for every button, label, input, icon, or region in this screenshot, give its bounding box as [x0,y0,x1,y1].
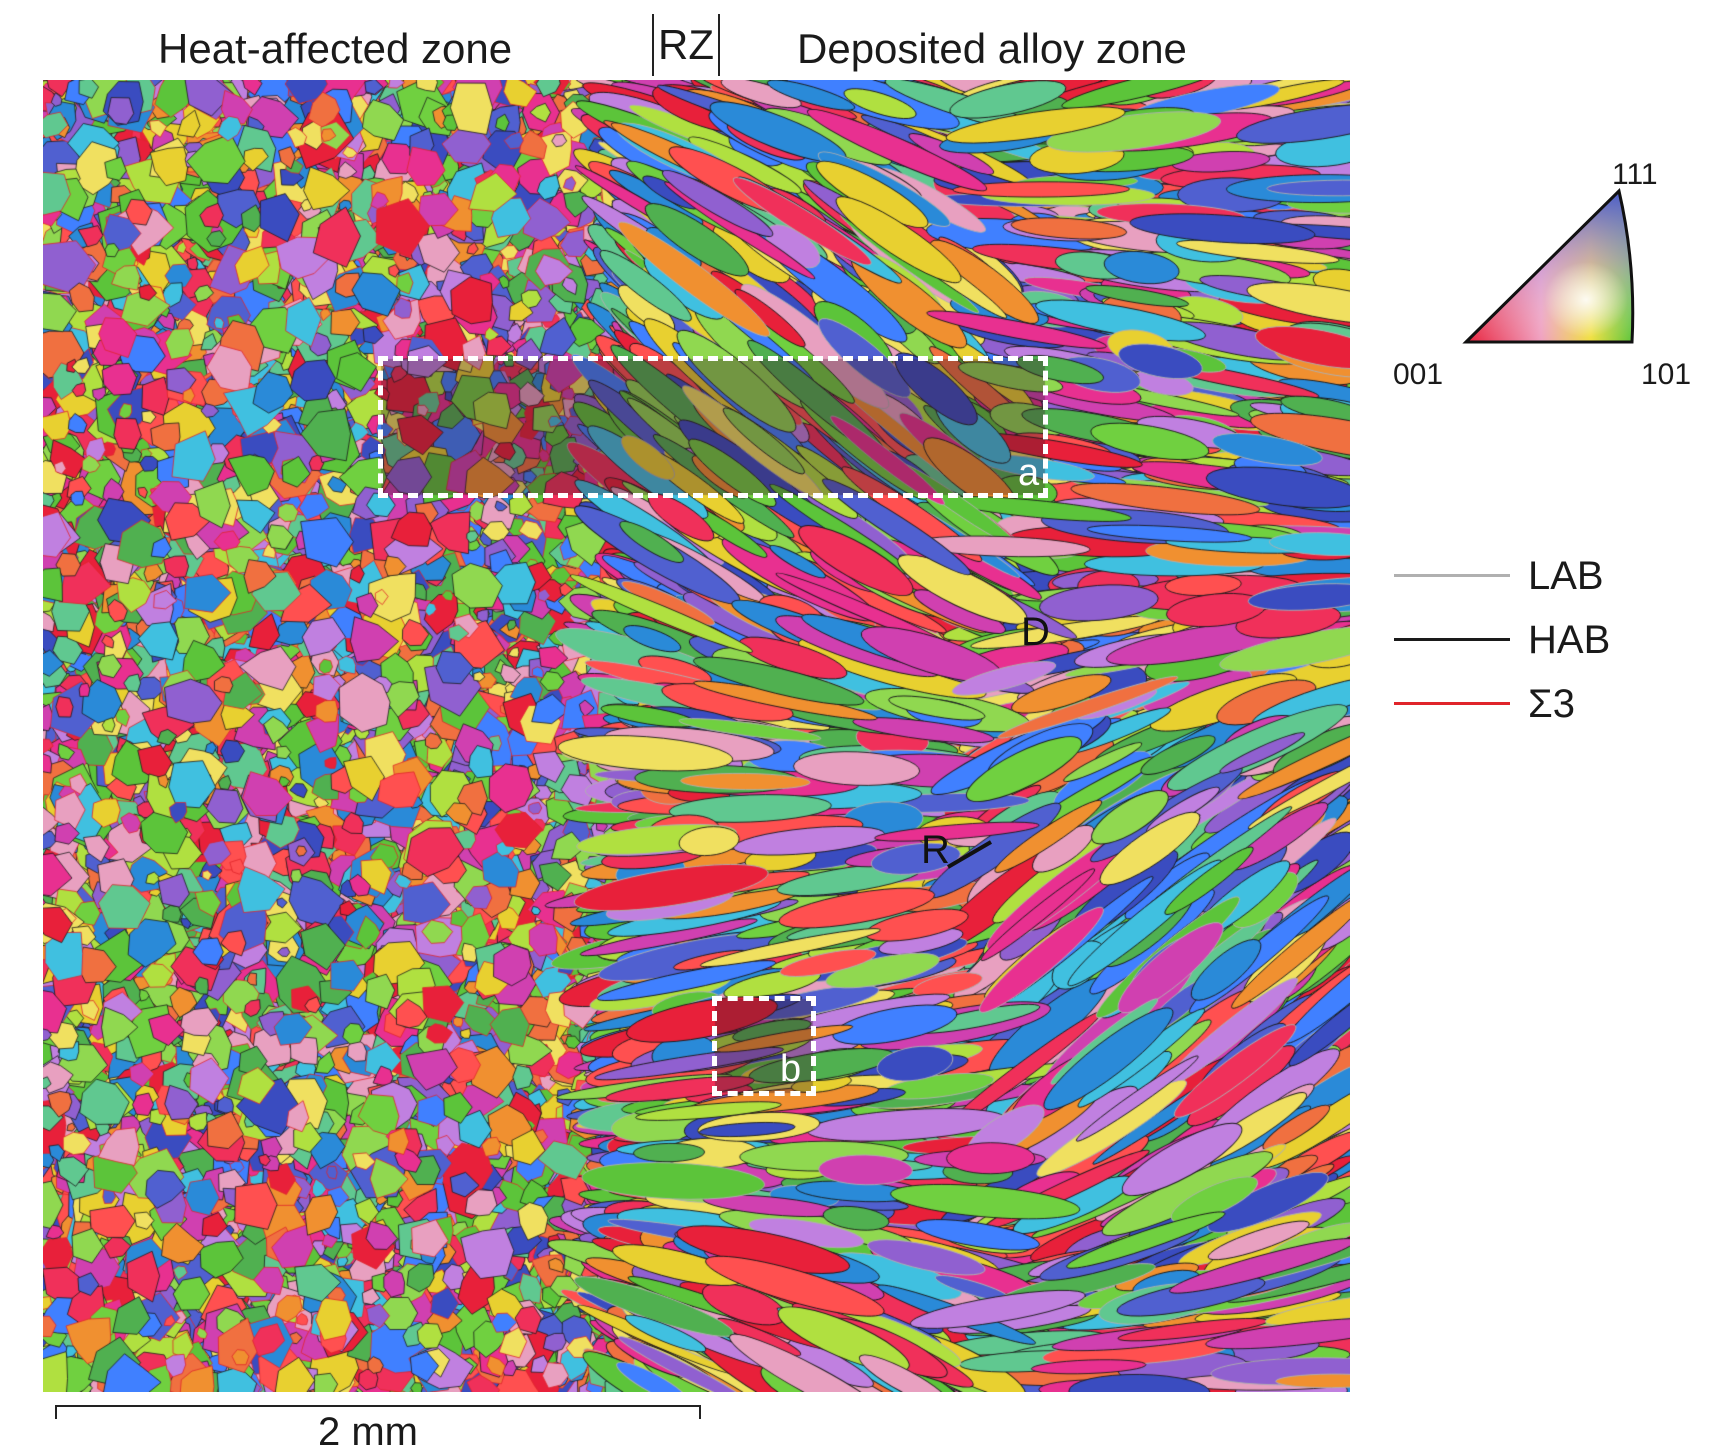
annotation-d: D [1021,610,1050,654]
legend-hab-label: HAB [1528,618,1611,662]
ebsd-map-canvas [43,80,1350,1392]
scale-bar-label: 2 mm [318,1410,418,1454]
scale-bar-right-tick [699,1405,701,1419]
legend-lab-line [1394,574,1510,577]
ipf-label-101: 101 [1641,358,1692,391]
ipf-label-001: 001 [1393,358,1444,391]
legend-hab-line [1394,638,1510,641]
legend-sigma3-line [1394,702,1510,705]
ipf-triangle-key [1462,188,1635,344]
roi-b-box [712,996,816,1096]
rz-marker: RZ [652,14,720,76]
roi-a-box [378,356,1048,498]
annotation-r-arrow [946,840,993,869]
legend-sigma3-label: Σ3 [1528,682,1575,726]
ipf-label-111: 111 [1612,158,1658,191]
deposited-alloy-zone-label: Deposited alloy zone [797,25,1187,72]
roi-a-label: a [1018,452,1040,494]
scale-bar-left-tick [55,1405,57,1419]
rz-label: RZ [658,21,714,68]
ebsd-orientation-map: a b D R [43,80,1350,1392]
roi-b-label: b [780,1048,802,1090]
heat-affected-zone-label: Heat-affected zone [158,25,513,72]
scale-bar [55,1405,701,1407]
legend-lab-label: LAB [1528,554,1604,598]
annotation-r: R [921,828,950,872]
